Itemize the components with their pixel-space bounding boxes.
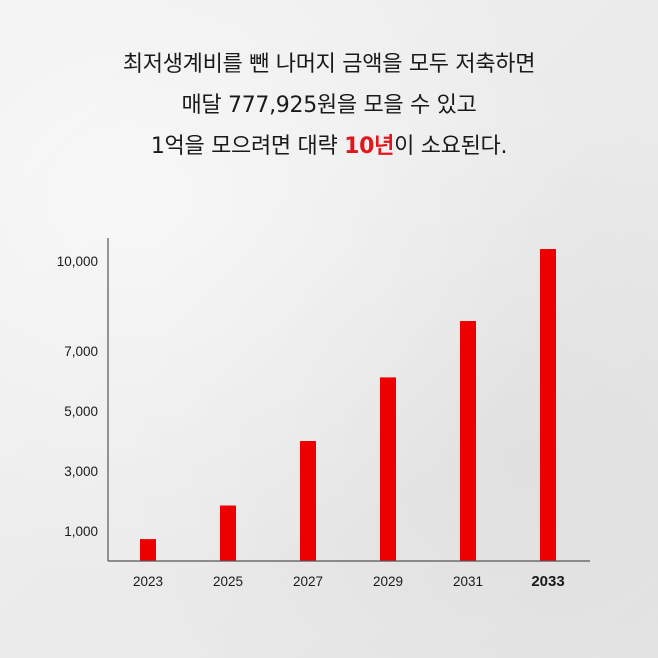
y-tick-label: 1,000 [64,524,98,539]
x-tick-label: 2031 [453,574,483,589]
y-tick-label: 10,000 [57,254,98,269]
headline-line-1: 최저생계비를 뺀 나머지 금액을 모두 저축하면 [122,52,536,77]
y-tick-label: 3,000 [64,464,98,479]
headline-line-3-start: 1억을 모으려면 대략 [150,134,345,159]
x-tick-label: 2033 [531,573,564,590]
bars [140,249,556,561]
bar-2023 [140,539,156,561]
bar-2027 [300,441,316,561]
x-tick-label: 2023 [133,574,163,589]
headline-line-3-end: 이 소요된다. [394,134,508,159]
bar-2033 [540,249,556,561]
bar-2025 [220,505,236,561]
x-tick-label: 2027 [293,574,323,589]
bar-2031 [460,321,476,561]
x-tick-label: 2029 [373,574,403,589]
y-axis-ticks: 1,000 3,000 5,000 7,000 10,000 [57,254,98,539]
headline-line-2: 매달 777,925원을 모을 수 있고 [181,93,477,118]
headline-line-3: 1억을 모으려면 대략 10년이 소요된다. [0,126,658,167]
y-tick-label: 7,000 [64,344,98,359]
x-axis-ticks: 2023 2025 2027 2029 2031 2033 [133,573,565,590]
headline-highlight-years: 10년 [344,134,395,159]
x-tick-label: 2025 [213,574,243,589]
y-tick-label: 5,000 [64,404,98,419]
headline: 최저생계비를 뺀 나머지 금액을 모두 저축하면 매달 777,925원을 모을… [0,44,658,167]
bar-2029 [380,377,396,561]
